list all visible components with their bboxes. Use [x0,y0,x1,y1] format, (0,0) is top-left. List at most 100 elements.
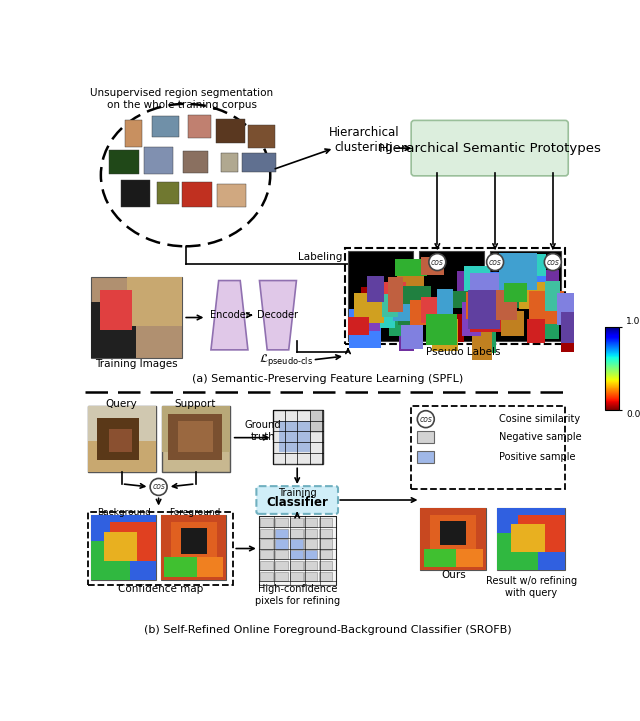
Text: Confidence map: Confidence map [118,583,203,593]
Bar [381,282,406,318]
Bar [289,518,303,527]
Bar [217,185,246,208]
Bar [304,528,317,538]
Bar [470,306,502,332]
Bar [91,516,156,580]
Text: Hierarchical Semantic Prototypes: Hierarchical Semantic Prototypes [379,141,600,154]
Text: cos: cos [489,257,502,267]
Bar [361,287,379,318]
Bar [397,263,424,290]
Bar [388,277,403,312]
Bar [456,549,483,567]
Bar [399,326,414,351]
Bar [163,406,230,452]
Bar [121,180,150,207]
Bar [426,314,458,345]
Bar [319,561,332,570]
Bar [260,572,273,581]
Bar [367,275,383,302]
Text: Pseudo Labels: Pseudo Labels [426,348,500,357]
Bar [275,539,288,549]
Bar [275,550,288,559]
Bar [420,508,486,570]
Bar [289,550,303,559]
Text: 1.0: 1.0 [626,317,640,326]
Bar [354,293,384,324]
Bar [497,508,565,570]
Bar [497,508,565,570]
Bar [88,406,156,445]
Text: cos: cos [152,482,165,492]
Text: Training: Training [278,488,317,498]
Bar [289,528,303,538]
Bar [91,278,182,358]
Polygon shape [259,280,296,350]
Bar [289,572,303,581]
Bar [536,270,559,306]
Bar [319,572,332,581]
Text: Encoder: Encoder [209,310,250,320]
Bar [183,151,208,173]
Bar [111,522,156,561]
Bar [561,311,596,343]
Text: High-confidence
pixels for refining: High-confidence pixels for refining [255,584,340,606]
Bar [216,119,245,143]
Bar [164,557,197,577]
Text: Result w/o refining
with query: Result w/o refining with query [486,576,577,598]
Bar [91,541,130,580]
Text: Positive sample: Positive sample [499,452,575,462]
Circle shape [486,254,504,270]
Bar [497,533,538,570]
Bar [182,182,212,207]
Bar [260,518,273,527]
Circle shape [417,411,435,428]
Bar [490,252,561,341]
Bar [511,524,545,552]
Bar [345,248,565,345]
Bar [440,521,466,546]
Text: 0.0: 0.0 [626,410,640,420]
Bar [275,561,288,570]
Bar [188,115,211,138]
Bar [275,518,288,527]
Circle shape [429,254,446,270]
Text: Labeling: Labeling [298,252,342,262]
Bar [348,317,369,335]
Circle shape [150,479,167,495]
Text: Query: Query [106,399,138,409]
Bar [529,291,563,324]
Bar [109,429,132,452]
Bar [506,275,527,308]
Bar [464,266,490,294]
Bar [477,321,497,353]
Bar [304,550,317,559]
Bar [421,297,449,324]
Bar [319,539,332,549]
Bar [527,319,545,343]
Bar [304,572,317,581]
Bar [171,522,216,567]
Bar [260,539,273,549]
Bar [474,304,491,327]
Bar [125,120,143,146]
Bar [436,288,454,324]
Bar [517,270,546,299]
Bar [417,430,435,443]
Text: Cosine similarity: Cosine similarity [499,414,580,424]
Bar [88,441,156,472]
Bar [421,257,444,275]
Bar [477,272,502,303]
Bar [559,307,579,324]
Bar [91,516,156,580]
Text: Ground
truth: Ground truth [245,420,282,441]
Bar [398,286,431,324]
Bar [470,273,499,303]
Bar [289,561,303,570]
Bar [260,561,273,570]
Bar [260,528,273,538]
Text: (a) Semantic-Preserving Feature Learning (SPFL): (a) Semantic-Preserving Feature Learning… [193,374,463,384]
Text: cos: cos [431,257,444,267]
Bar [561,324,580,352]
Bar [310,410,323,433]
Bar [466,292,493,319]
